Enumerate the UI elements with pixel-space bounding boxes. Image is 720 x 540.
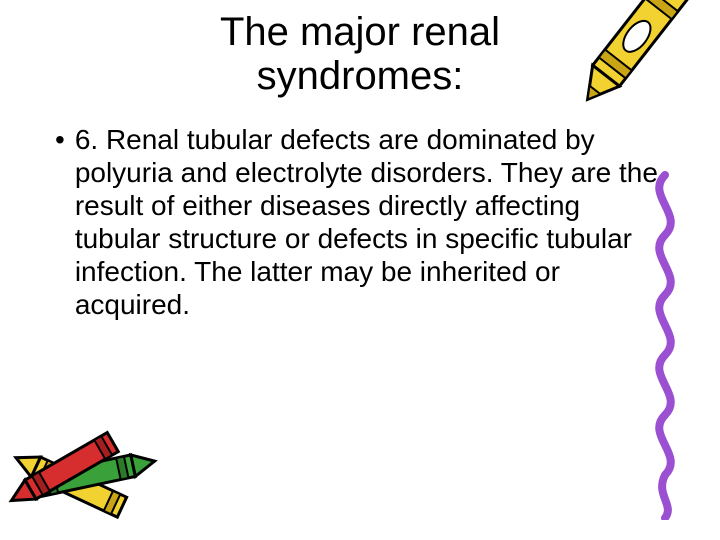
bullet-text: 6. Renal tubular defects are dominated b… — [75, 123, 665, 321]
slide: The major renal syndromes: • 6. Renal tu… — [0, 0, 720, 540]
slide-body: • 6. Renal tubular defects are dominated… — [55, 123, 665, 321]
bullet-marker: • — [55, 123, 65, 156]
title-line-2: syndromes: — [257, 54, 464, 98]
crayon-cluster-icon — [5, 430, 165, 530]
bullet-item: • 6. Renal tubular defects are dominated… — [55, 123, 665, 321]
squiggle-icon — [640, 170, 690, 520]
title-line-1: The major renal — [220, 10, 500, 54]
crayon-icon — [570, 0, 690, 115]
